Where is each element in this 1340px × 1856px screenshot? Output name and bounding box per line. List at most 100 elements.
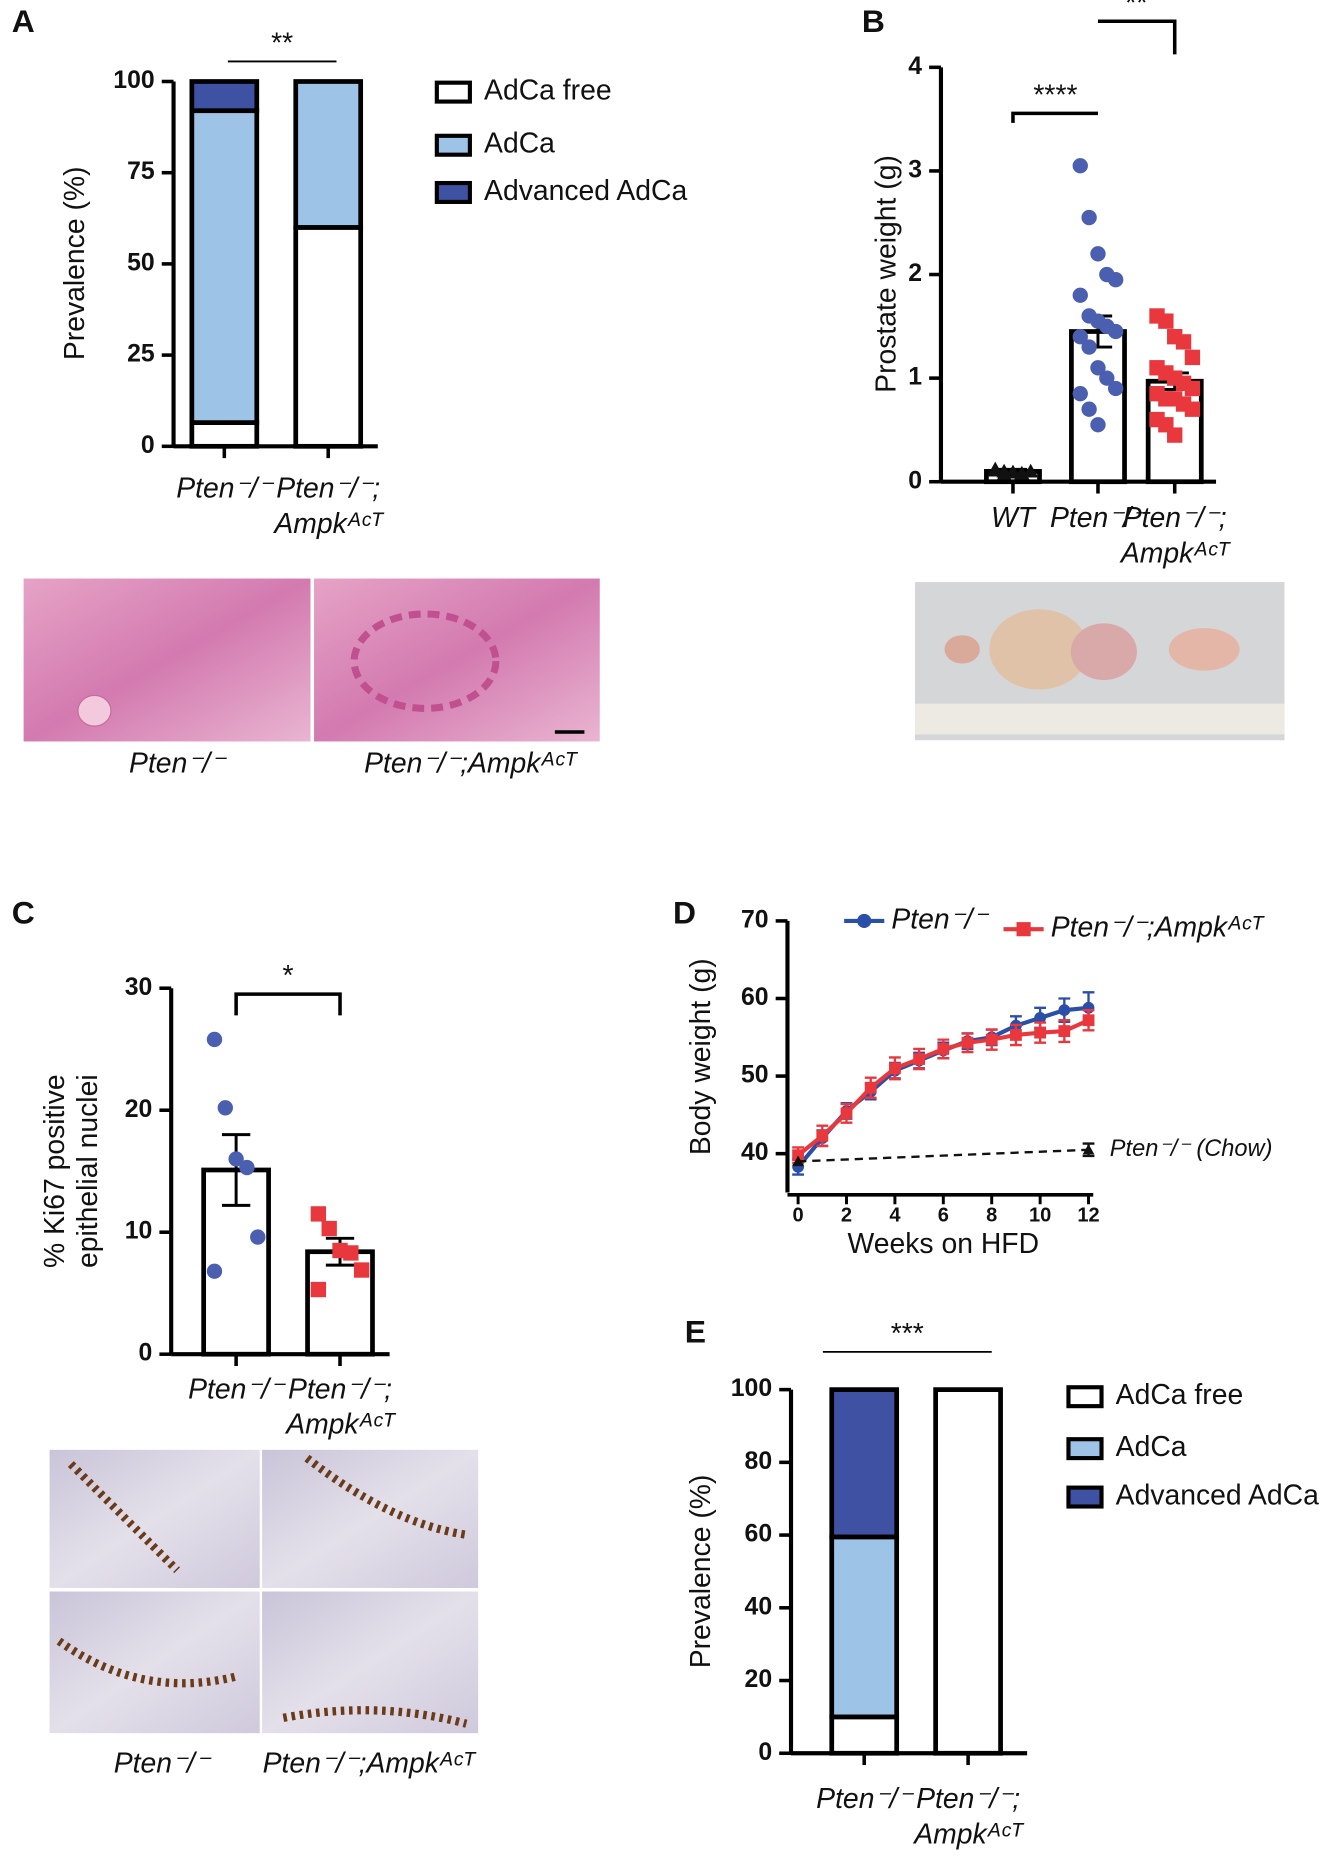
- ruler: [914, 703, 1285, 735]
- data-point: [217, 1100, 233, 1116]
- y-axis-label: Prevalence (%): [59, 166, 91, 360]
- y-tick-label: 60: [741, 984, 769, 1011]
- panel-letter: C: [12, 894, 35, 930]
- ihc-image: [49, 1449, 260, 1588]
- ihc-image: [262, 1591, 479, 1734]
- y-tick-label: 80: [745, 1448, 773, 1475]
- legend-marker: [857, 913, 872, 928]
- x-tick-label: 8: [986, 1204, 997, 1226]
- data-point: [864, 1081, 877, 1094]
- bar-segment: [829, 1534, 900, 1720]
- histology-detail: [77, 694, 112, 727]
- significance-label: **: [1125, 0, 1147, 19]
- data-point: [1005, 464, 1021, 479]
- data-point: [250, 1229, 266, 1245]
- bar-segment: [829, 1714, 900, 1756]
- histology-image: [314, 578, 600, 742]
- image-caption: Pten⁻/⁻: [129, 748, 227, 780]
- x-tick-label: WT: [991, 502, 1037, 534]
- prostate-tissue: [944, 635, 980, 664]
- legend-swatch: [434, 180, 472, 204]
- histology-detail: [350, 610, 500, 712]
- data-point: [1184, 380, 1201, 397]
- x-tick-label: Pten⁻/⁻: [176, 472, 274, 504]
- y-tick-label: 1: [908, 364, 922, 391]
- y-tick-label: 100: [731, 1375, 772, 1402]
- x-tick-label: Ampkᴬᶜᵀ: [1119, 537, 1231, 569]
- x-tick-label: Ampkᴬᶜᵀ: [912, 1818, 1024, 1850]
- y-tick-label: 50: [127, 249, 155, 276]
- legend-swatch: [1066, 1385, 1104, 1409]
- data-point: [1090, 246, 1106, 262]
- data-point: [1034, 1026, 1047, 1039]
- data-point: [1058, 1025, 1071, 1037]
- legend-marker: [1016, 922, 1031, 937]
- data-point: [1108, 323, 1124, 340]
- image-caption: Pten⁻/⁻: [114, 1748, 212, 1780]
- y-tick-label: 20: [125, 1096, 153, 1123]
- data-point: [353, 1262, 370, 1278]
- y-tick-label: 0: [139, 1340, 153, 1367]
- x-tick-label: Pten⁻/⁻;: [276, 472, 380, 504]
- significance-bracket: [1097, 19, 1177, 55]
- data-point: [239, 1159, 255, 1176]
- data-point: [1072, 385, 1088, 402]
- data-point: [1090, 360, 1106, 376]
- y-axis-label: Prostate weight (g): [870, 155, 902, 393]
- data-point: [1184, 401, 1201, 417]
- data-point: [937, 1043, 950, 1055]
- legend-swatch: [434, 133, 472, 157]
- bar-segment: [189, 420, 260, 449]
- y-tick-label: 10: [125, 1218, 153, 1245]
- y-axis-label: epithelial nuclei: [72, 1074, 104, 1268]
- data-point: [1108, 272, 1124, 288]
- prostate-tissue: [1070, 623, 1137, 681]
- significance-label: *: [283, 960, 294, 992]
- legend-label: AdCa: [484, 128, 555, 160]
- significance-bracket: [234, 992, 342, 1016]
- legend-swatch: [434, 80, 472, 104]
- y-tick-label: 20: [745, 1666, 773, 1693]
- x-tick-label: Pten⁻/⁻: [188, 1373, 286, 1405]
- data-point: [913, 1053, 926, 1065]
- y-axis-label: Prevalence (%): [685, 1475, 717, 1669]
- data-point: [228, 1151, 244, 1167]
- legend-label: AdCa free: [484, 75, 612, 107]
- x-tick-label: Pten⁻/⁻;: [1123, 502, 1227, 534]
- data-point: [1108, 380, 1124, 397]
- significance-label: ****: [1033, 79, 1077, 111]
- significance-label: ***: [891, 1318, 924, 1350]
- bar-segment: [933, 1387, 1003, 1756]
- significance-bracket: [1011, 111, 1098, 123]
- x-tick-label: Pten⁻/⁻;: [916, 1783, 1020, 1815]
- significance-label: **: [271, 27, 293, 59]
- x-tick-label: Pten⁻/⁻: [816, 1783, 914, 1815]
- y-axis-label: Body weight (g): [685, 958, 717, 1155]
- x-tick-label: 4: [889, 1204, 901, 1226]
- x-tick-label: 6: [938, 1204, 949, 1226]
- legend-swatch: [1066, 1485, 1104, 1509]
- data-point: [987, 462, 1003, 477]
- legend-swatch: [1066, 1437, 1104, 1461]
- legend-label: Advanced AdCa: [484, 175, 687, 207]
- x-tick-label: Pten⁻/⁻: [1050, 502, 1148, 534]
- y-tick-label: 2: [908, 260, 922, 287]
- ihc-image: [262, 1449, 479, 1588]
- y-tick-label: 40: [745, 1593, 773, 1620]
- y-tick-label: 0: [141, 432, 155, 459]
- y-tick-label: 0: [758, 1739, 772, 1766]
- y-tick-label: 25: [127, 341, 155, 368]
- data-point: [1072, 158, 1088, 174]
- data-point: [1167, 427, 1183, 443]
- y-tick-label: 50: [741, 1062, 769, 1089]
- data-point: [343, 1245, 359, 1261]
- bar-segment: [293, 79, 364, 230]
- data-point: [1184, 349, 1201, 366]
- data-point: [1090, 417, 1106, 433]
- data-point: [1010, 1029, 1022, 1041]
- ihc-image: [49, 1591, 260, 1734]
- histology-image: [23, 578, 311, 742]
- data-point: [206, 1263, 223, 1279]
- data-point: [206, 1031, 223, 1048]
- data-point: [840, 1107, 853, 1120]
